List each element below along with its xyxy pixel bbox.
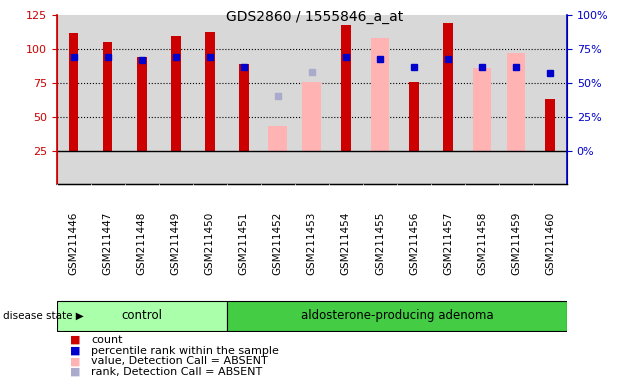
Bar [171,36,181,151]
Bar [103,42,113,151]
Text: GSM211456: GSM211456 [409,212,419,275]
Text: GSM211452: GSM211452 [273,212,283,275]
Text: count: count [91,335,123,345]
Text: rank, Detection Call = ABSENT: rank, Detection Call = ABSENT [91,367,263,377]
Bar [472,68,491,151]
Text: GSM211457: GSM211457 [443,212,453,275]
Text: GSM211446: GSM211446 [69,212,79,275]
Bar [137,57,147,151]
Text: control: control [121,310,163,322]
Bar [69,33,79,151]
Text: GDS2860 / 1555846_a_at: GDS2860 / 1555846_a_at [226,10,404,23]
Text: GSM211454: GSM211454 [341,212,351,275]
Bar [443,23,453,151]
Bar [227,301,567,331]
Text: GSM211448: GSM211448 [137,212,147,275]
Bar [341,25,351,151]
Bar [205,31,215,151]
Text: disease state ▶: disease state ▶ [3,311,84,321]
Bar [409,81,419,151]
Text: percentile rank within the sample: percentile rank within the sample [91,346,279,356]
Bar [239,64,249,151]
Text: value, Detection Call = ABSENT: value, Detection Call = ABSENT [91,356,268,366]
Text: GSM211451: GSM211451 [239,212,249,275]
Text: GSM211458: GSM211458 [477,212,487,275]
Bar [57,301,227,331]
Text: GSM211455: GSM211455 [375,212,385,275]
Text: GSM211450: GSM211450 [205,212,215,275]
Text: ■: ■ [71,335,81,345]
Text: GSM211459: GSM211459 [511,212,521,275]
Bar [268,126,287,151]
Text: GSM211460: GSM211460 [545,212,555,275]
Text: GSM211447: GSM211447 [103,212,113,275]
Text: ■: ■ [71,356,81,366]
Text: ■: ■ [71,367,81,377]
Text: GSM211453: GSM211453 [307,212,317,275]
Bar [507,53,525,151]
Text: aldosterone-producing adenoma: aldosterone-producing adenoma [301,310,493,322]
Bar [545,99,555,151]
Text: GSM211449: GSM211449 [171,212,181,275]
Text: ■: ■ [71,346,81,356]
Bar [370,38,389,151]
Bar [302,81,321,151]
